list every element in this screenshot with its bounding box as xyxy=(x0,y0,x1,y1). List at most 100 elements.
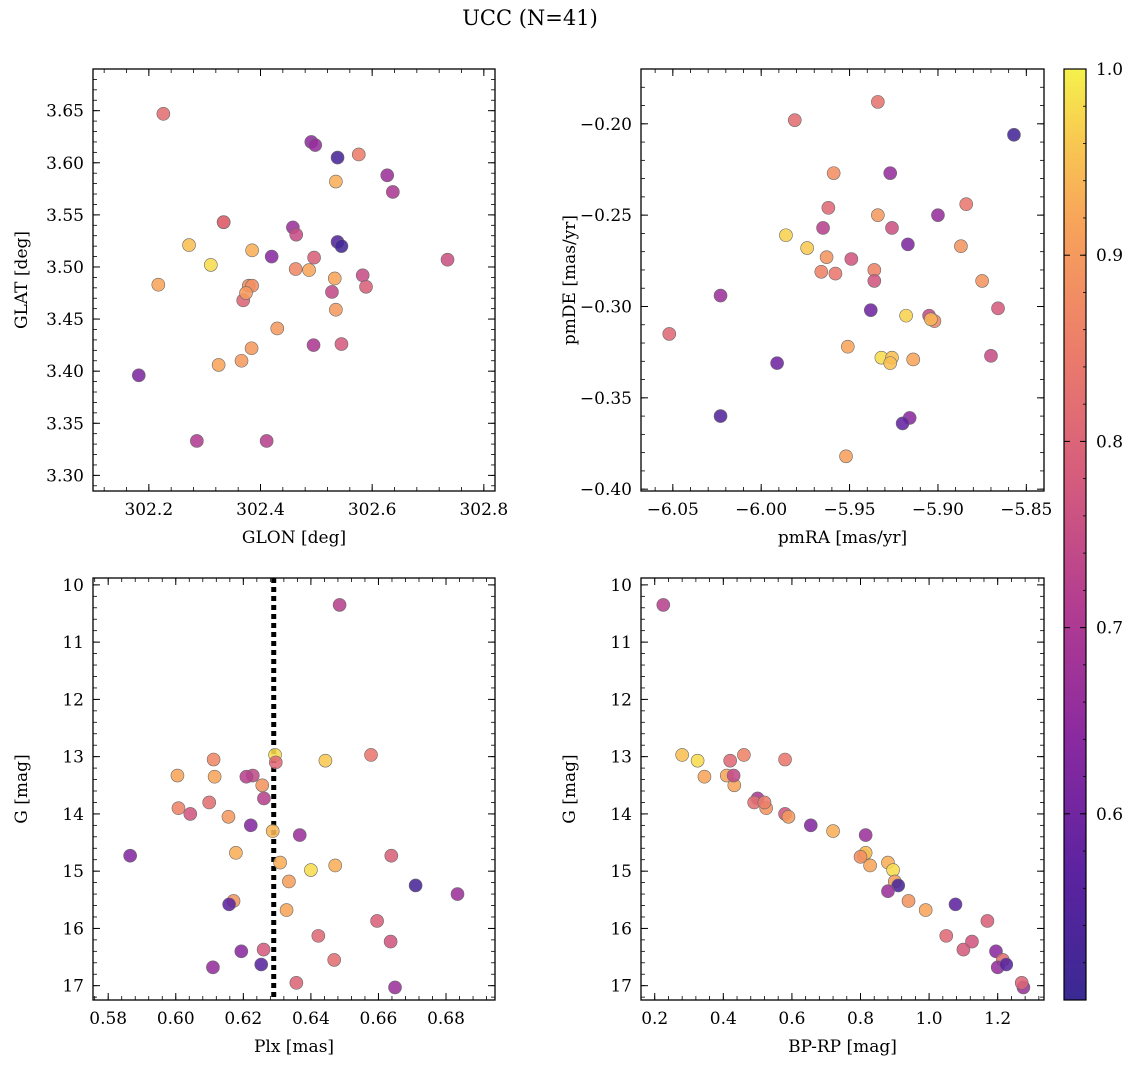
scatter-point xyxy=(697,769,712,784)
scatter-point xyxy=(1007,127,1021,142)
scatter-point xyxy=(216,215,231,229)
scatter-point xyxy=(931,208,945,222)
x-tick-label: −5.95 xyxy=(824,500,876,520)
scatter-point xyxy=(190,434,204,448)
x-tick-label: 0.8 xyxy=(847,1009,874,1029)
scatter-point xyxy=(959,197,974,211)
x-tick-label: −5.85 xyxy=(1000,500,1052,520)
scatter-point xyxy=(1014,976,1029,990)
colorbar: 0.6 0.7 0.8 0.9 1.0 xyxy=(1063,60,1123,1001)
scatter-point xyxy=(918,903,933,917)
colorbar-tick-label: 0.9 xyxy=(1096,246,1123,266)
scatter-point xyxy=(656,598,671,612)
scatter-point xyxy=(202,795,217,810)
scatter-point xyxy=(244,341,259,356)
scatter-point xyxy=(924,312,938,327)
scatter-point xyxy=(183,807,198,821)
x-tick-label: −5.90 xyxy=(912,500,964,520)
scatter-point xyxy=(839,449,853,464)
scatter-point xyxy=(901,237,915,252)
scatter-point xyxy=(781,809,796,824)
scatter-point xyxy=(883,166,898,180)
scatter-point xyxy=(318,753,333,768)
scatter-point xyxy=(327,271,342,286)
scatter-point xyxy=(408,878,423,893)
x-axis-label: GLON [deg] xyxy=(242,528,346,548)
scatter-point xyxy=(302,263,316,277)
scatter-point xyxy=(984,349,998,363)
scatter-point xyxy=(254,957,269,972)
scatter-point xyxy=(257,791,271,806)
y-tick-label: 12 xyxy=(62,690,84,710)
scatter-point xyxy=(991,301,1005,316)
scatter-point xyxy=(816,221,830,235)
scatter-point xyxy=(351,147,366,162)
x-axis-label: Plx [mas] xyxy=(254,1037,334,1057)
y-tick-label: 17 xyxy=(610,977,632,997)
scatter-point xyxy=(123,848,137,863)
subplot-1: 302.2 302.4 302.6 302.8 3.30 3.35 3.40 3.45 3.50… xyxy=(12,68,508,548)
scatter-point xyxy=(311,929,326,943)
y-tick-label: 15 xyxy=(610,862,632,882)
subplot-4: 0.2 0.4 0.6 0.8 1.0 1.2 10 11 12 13 14 15 16 17 BP-RP … xyxy=(560,576,1045,1057)
scatter-point xyxy=(279,903,294,917)
scatter-point xyxy=(308,138,323,152)
scatter-point xyxy=(245,243,259,258)
y-axis-label: G [mag] xyxy=(560,754,580,823)
scatter-point xyxy=(325,285,339,299)
scatter-point xyxy=(330,150,345,165)
scatter-point xyxy=(383,934,398,949)
y-tick-label: 12 xyxy=(610,690,632,710)
scatter-point xyxy=(800,241,814,255)
x-tick-label: 0.66 xyxy=(360,1009,398,1029)
scatter-point xyxy=(355,268,370,283)
scatter-point xyxy=(211,358,226,372)
scatter-point xyxy=(270,321,285,336)
scatter-point xyxy=(999,957,1014,972)
x-tick-label: 302.2 xyxy=(124,500,173,520)
y-tick-label: 16 xyxy=(610,919,632,939)
scatter-point xyxy=(779,228,793,243)
scatter-point xyxy=(737,748,751,762)
scatter-point xyxy=(713,409,728,423)
scatter-point xyxy=(778,752,792,767)
y-tick-label: −0.40 xyxy=(580,480,632,500)
x-tick-label: 0.64 xyxy=(292,1009,330,1029)
scatter-point xyxy=(853,850,868,864)
scatter-point xyxy=(975,274,989,288)
scatter-point xyxy=(757,795,772,810)
x-tick-label: 0.2 xyxy=(641,1009,668,1029)
y-tick-label: 13 xyxy=(62,748,84,768)
y-tick-label: −0.30 xyxy=(580,297,632,317)
scatter-point xyxy=(388,980,402,995)
scatter-point xyxy=(328,858,343,873)
scatter-point xyxy=(306,338,321,352)
y-tick-label: 3.30 xyxy=(46,466,84,486)
figure-title: UCC (N=41) xyxy=(462,6,598,30)
colorbar-tick-label: 0.6 xyxy=(1096,805,1123,825)
scatter-point xyxy=(156,107,171,121)
x-tick-label: 0.4 xyxy=(710,1009,737,1029)
scatter-point xyxy=(327,953,342,967)
colorbar-tick-label: 0.7 xyxy=(1096,619,1123,639)
subplot-3: 0.58 0.60 0.62 0.64 0.66 0.68 10 11 12 13 14 15 16 17… xyxy=(12,576,496,1057)
x-tick-label: 302.6 xyxy=(348,500,397,520)
scatter-point xyxy=(939,929,954,943)
scatter-point xyxy=(334,337,349,351)
scatter-point xyxy=(828,266,843,281)
y-axis-label: GLAT [deg] xyxy=(12,231,32,329)
y-tick-label: 17 xyxy=(62,977,84,997)
y-tick-label: 13 xyxy=(610,748,632,768)
scatter-point xyxy=(787,113,802,127)
scatter-point xyxy=(770,356,784,370)
scatter-point xyxy=(273,855,287,870)
y-tick-label: −0.35 xyxy=(580,389,632,409)
y-tick-label: 3.55 xyxy=(46,206,84,226)
x-tick-label: 1.2 xyxy=(984,1009,1011,1029)
scatter-point xyxy=(292,828,307,842)
scatter-point xyxy=(675,748,689,762)
colorbar-tick-label: 1.0 xyxy=(1096,60,1123,80)
scatter-point xyxy=(151,277,166,292)
scatter-point xyxy=(726,768,741,783)
